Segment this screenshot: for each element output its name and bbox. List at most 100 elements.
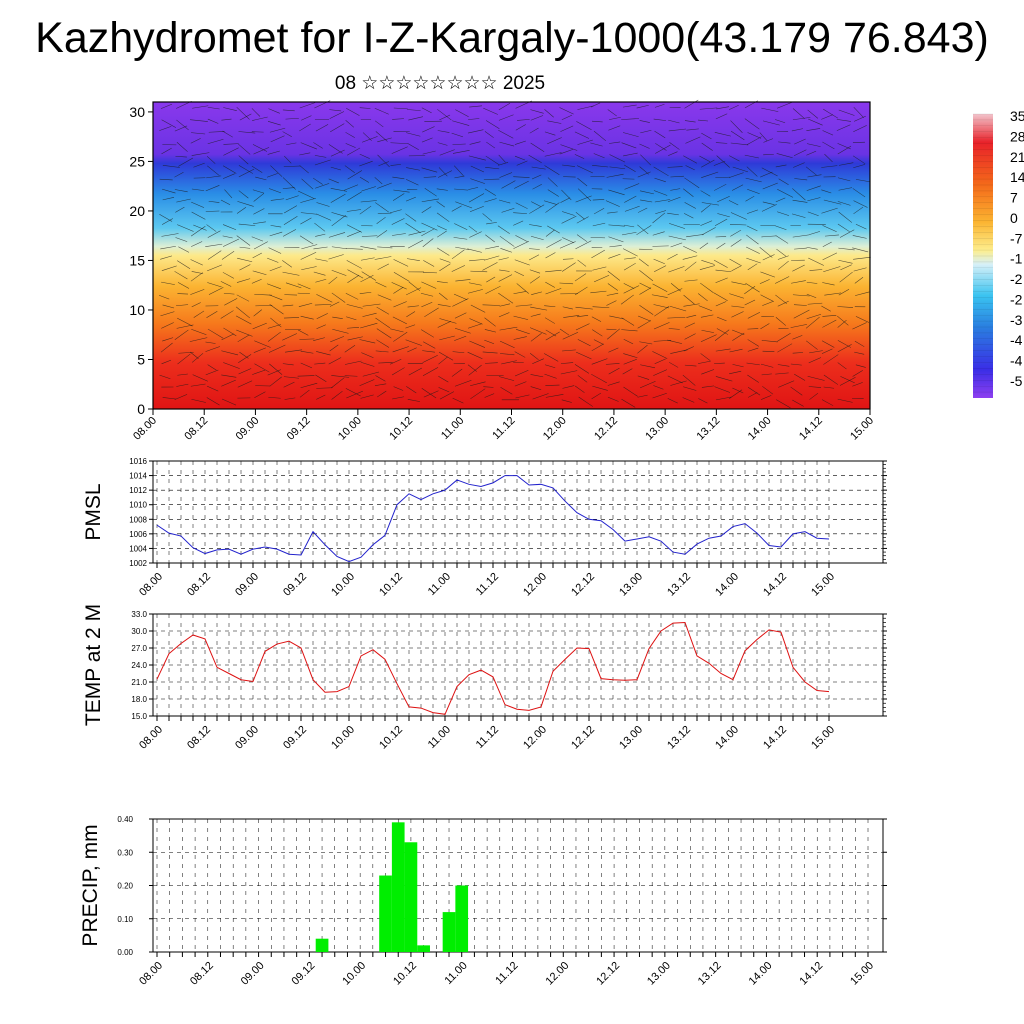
wind-barb [239, 246, 251, 249]
heatmap-x-tick-label: 13.12 [695, 415, 723, 443]
wind-barb [392, 396, 405, 400]
wind-barb [652, 351, 668, 359]
wind-barb [700, 190, 711, 197]
wind-barb [360, 246, 377, 250]
pmsl-x-tick-label: 13.12 [665, 571, 693, 599]
precip-y-tick-label: 0.40 [117, 815, 133, 824]
wind-barb [622, 248, 638, 257]
wind-barb [191, 353, 204, 363]
wind-barb [376, 216, 386, 224]
wind-barb [529, 269, 541, 274]
wind-barb [528, 154, 542, 163]
precip-x-tick-label: 13.00 [645, 960, 673, 988]
wind-barb [513, 291, 526, 295]
wind-barb [838, 109, 855, 116]
wind-barb [439, 149, 455, 156]
wind-barb [482, 351, 498, 354]
wind-barb [623, 224, 635, 228]
wind-barb [685, 165, 695, 171]
wind-barb [823, 199, 842, 205]
precip-x-tick-label: 10.00 [340, 960, 368, 988]
wind-barb [454, 312, 467, 319]
wind-barb [561, 189, 572, 201]
wind-barb [821, 207, 838, 214]
wind-barb [393, 301, 407, 308]
wind-barb [498, 154, 506, 163]
wind-barb [792, 335, 803, 340]
wind-barb [300, 142, 317, 150]
wind-barb [591, 249, 605, 259]
wind-barb [686, 234, 704, 238]
wind-barb [653, 265, 667, 272]
wind-barb [747, 347, 759, 352]
wind-barb [285, 282, 302, 289]
wind-barb [498, 292, 514, 304]
wind-barb [821, 305, 831, 312]
wind-barb [715, 277, 728, 283]
wind-barb [837, 398, 853, 403]
wind-barb [328, 357, 342, 365]
wind-barb [576, 121, 592, 131]
wind-barb [175, 237, 188, 242]
wind-barb [667, 375, 683, 384]
wind-barb [515, 202, 528, 209]
wind-barb [422, 272, 437, 274]
wind-barb [392, 193, 405, 201]
wind-barb [762, 254, 775, 261]
wind-barb [515, 304, 533, 307]
wind-barb [161, 322, 174, 329]
wind-barb [853, 125, 867, 132]
wind-barb [407, 305, 419, 308]
wind-barb [178, 157, 194, 167]
wind-barb [454, 223, 468, 231]
wind-barb [747, 328, 759, 330]
wind-barb [421, 137, 433, 143]
precip-bar [315, 938, 329, 952]
wind-barb [161, 218, 174, 225]
wind-barb [206, 156, 216, 164]
wind-barb [190, 289, 205, 295]
wind-barb [547, 137, 562, 145]
wind-barb [532, 393, 549, 400]
wind-barb [423, 176, 437, 178]
wind-barb [621, 329, 638, 332]
wind-barb [591, 316, 602, 322]
wind-barb [346, 147, 361, 156]
wind-barb [177, 260, 191, 269]
wind-barb [590, 237, 606, 239]
wind-barb [621, 142, 637, 149]
wind-barb [716, 155, 730, 168]
wind-barb [282, 333, 297, 341]
wind-barb [315, 124, 329, 132]
wind-barb [439, 258, 451, 263]
colorbar-tick-label: -3 [1010, 312, 1023, 328]
wind-barb [574, 273, 587, 282]
wind-barb [853, 256, 871, 260]
wind-barb [652, 392, 667, 399]
wind-barb [406, 386, 417, 394]
wind-barb [162, 197, 175, 201]
wind-barb [207, 250, 222, 260]
wind-barb [716, 328, 729, 335]
wind-barb [530, 333, 542, 342]
wind-barb [223, 147, 239, 156]
wind-barb [331, 390, 343, 400]
temp-y-tick-label: 18.0 [131, 695, 147, 704]
wind-barb [344, 165, 355, 173]
wind-barb [251, 108, 261, 117]
wind-barb [653, 369, 668, 376]
wind-barb [560, 197, 571, 203]
wind-barb [393, 259, 409, 267]
wind-barb [467, 129, 484, 134]
wind-barb [407, 347, 417, 353]
wind-barb [713, 292, 728, 301]
wind-barb [714, 362, 725, 364]
wind-barb [469, 340, 486, 348]
wind-barb [624, 195, 637, 203]
wind-barb [346, 260, 362, 269]
wind-barb [730, 130, 745, 141]
wind-barb [653, 385, 664, 390]
wind-barb [777, 333, 791, 342]
wind-barb [331, 375, 350, 378]
